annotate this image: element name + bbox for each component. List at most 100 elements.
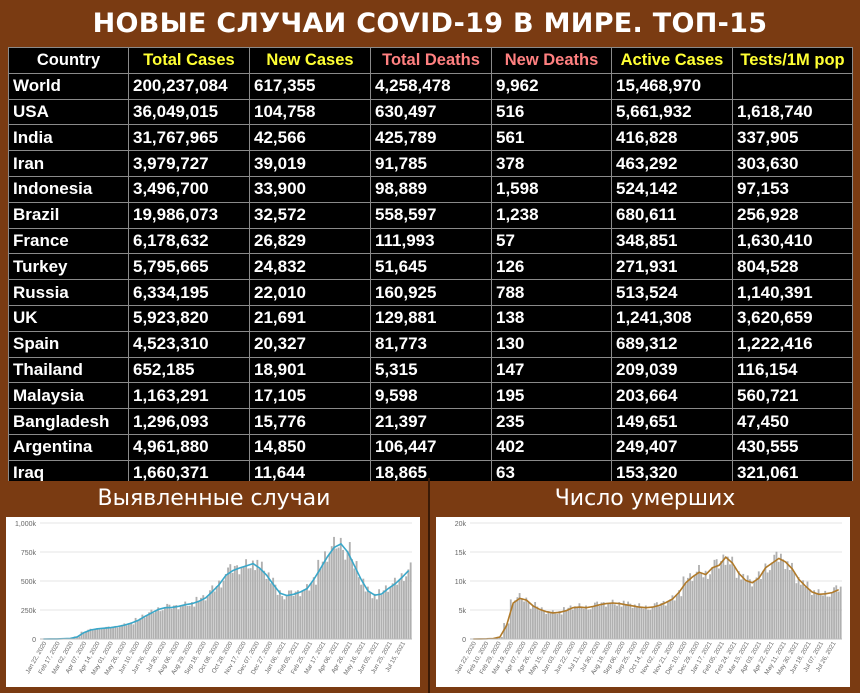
bar xyxy=(678,590,680,639)
bar xyxy=(549,612,552,639)
bar xyxy=(715,559,718,639)
bar xyxy=(556,613,559,639)
bar xyxy=(837,591,840,639)
bar xyxy=(627,601,630,639)
bar xyxy=(315,584,317,639)
table-row: Iran 3,979,727 39,019 91,785 378 463,292 303,6… xyxy=(8,150,853,177)
bar xyxy=(775,551,778,639)
bar xyxy=(265,578,268,639)
bar xyxy=(786,561,789,639)
value-cell: 3,979,727 xyxy=(128,150,250,177)
bar xyxy=(218,580,220,639)
bar xyxy=(247,568,250,639)
bar xyxy=(114,625,117,639)
value-cell: 6,334,195 xyxy=(128,279,250,306)
bar xyxy=(211,585,214,639)
bar xyxy=(125,625,128,639)
value-cell: 19,986,073 xyxy=(128,201,250,229)
bar xyxy=(382,590,385,639)
country-cell: USA xyxy=(8,98,129,126)
page-title: НОВЫЕ СЛУЧАИ COVID-19 В МИРЕ. ТОП-15 xyxy=(0,0,860,47)
value-cell: 249,407 xyxy=(611,433,733,461)
table-row: France 6,178,632 26,829 111,993 57 348,851 1,6… xyxy=(8,227,853,255)
bar xyxy=(281,596,284,639)
bar xyxy=(695,571,698,639)
column-header: Country xyxy=(8,47,129,74)
bar xyxy=(687,577,689,639)
bar xyxy=(618,602,621,639)
bar xyxy=(186,605,189,639)
bar xyxy=(523,601,525,639)
bar xyxy=(773,554,776,639)
bar xyxy=(647,609,649,639)
bar xyxy=(132,624,135,639)
bar xyxy=(565,610,568,639)
bar xyxy=(274,584,277,639)
value-cell: 788 xyxy=(491,279,612,306)
bar xyxy=(784,569,787,639)
bar xyxy=(346,550,349,639)
value-cell: 33,900 xyxy=(249,175,371,203)
value-cell: 22,010 xyxy=(249,279,371,306)
bar xyxy=(558,611,561,639)
bar xyxy=(587,609,590,639)
table-row: Turkey 5,795,665 24,832 51,645 126 271,931 804… xyxy=(8,253,853,281)
bar xyxy=(700,573,703,639)
bar xyxy=(729,564,731,639)
table-row: Spain 4,523,310 20,327 81,773 130 689,312 1,22… xyxy=(8,330,853,358)
value-cell: 18,901 xyxy=(249,356,371,384)
bar xyxy=(512,604,514,639)
bar xyxy=(547,611,550,639)
bar xyxy=(179,605,182,639)
value-cell: 160,925 xyxy=(370,279,492,306)
value-cell: 524,142 xyxy=(611,175,733,203)
bar xyxy=(118,626,121,639)
bar xyxy=(398,579,401,639)
table-row: Thailand 652,185 18,901 5,315 147 209,039 116,… xyxy=(8,356,853,384)
y-tick-label: 500k xyxy=(21,579,37,586)
y-tick-label: 0 xyxy=(32,637,36,644)
bar xyxy=(107,626,110,639)
bar xyxy=(724,564,727,639)
bar xyxy=(215,586,218,639)
bar xyxy=(762,570,765,639)
country-cell: Spain xyxy=(8,330,129,358)
bar xyxy=(373,593,376,639)
value-cell xyxy=(732,72,853,100)
bar xyxy=(682,576,685,639)
table-row: UK 5,923,820 21,691 129,881 138 1,241,308 3,62… xyxy=(8,304,853,332)
bar xyxy=(272,577,275,639)
bar xyxy=(238,574,241,639)
bar xyxy=(768,570,771,639)
bar xyxy=(369,592,372,639)
table-row: Argentina 4,961,880 14,850 106,447 402 249,40… xyxy=(8,433,853,461)
country-cell: India xyxy=(8,124,129,152)
bar xyxy=(718,568,720,639)
country-cell: Indonesia xyxy=(8,175,129,203)
bar xyxy=(364,591,367,639)
bar xyxy=(204,600,207,639)
bar xyxy=(326,561,329,639)
bar xyxy=(737,571,740,639)
bar xyxy=(78,636,81,639)
value-cell: 15,776 xyxy=(249,408,371,435)
bar xyxy=(613,604,616,639)
bar xyxy=(391,583,394,639)
bar xyxy=(507,623,510,639)
bar xyxy=(671,595,674,639)
covid-table: Country Total Cases New Cases Total Deaths N… xyxy=(8,47,853,487)
bar xyxy=(735,577,738,639)
bar xyxy=(815,593,818,639)
bar xyxy=(638,603,641,639)
bar xyxy=(152,612,155,639)
bar xyxy=(105,626,108,639)
bar xyxy=(811,595,813,639)
bar xyxy=(797,577,800,639)
y-tick-label: 750k xyxy=(21,550,37,557)
bar xyxy=(159,611,162,639)
bar xyxy=(303,589,306,639)
country-cell: Argentina xyxy=(8,433,129,461)
bar xyxy=(585,605,587,639)
